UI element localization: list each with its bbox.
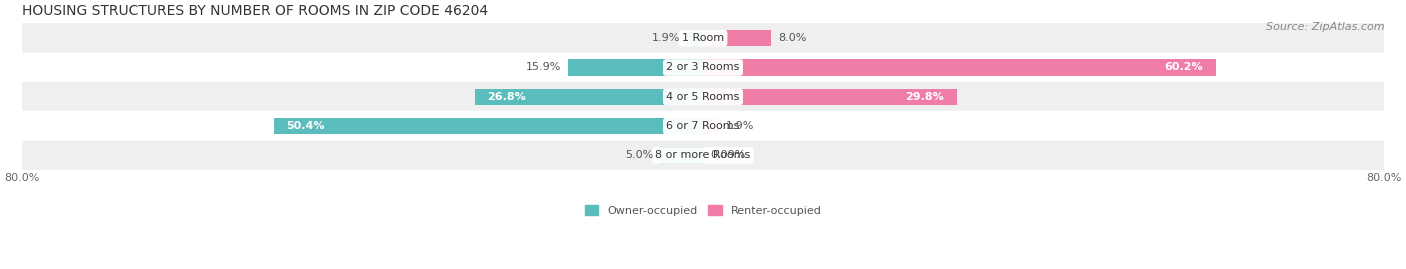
Text: 4 or 5 Rooms: 4 or 5 Rooms: [666, 92, 740, 102]
Bar: [568, 59, 703, 76]
Bar: [686, 30, 703, 46]
Bar: [22, 111, 1384, 141]
Bar: [703, 89, 956, 105]
Bar: [475, 89, 703, 105]
Bar: [703, 59, 1216, 76]
Text: 29.8%: 29.8%: [905, 92, 943, 102]
Bar: [22, 23, 1384, 53]
Text: HOUSING STRUCTURES BY NUMBER OF ROOMS IN ZIP CODE 46204: HOUSING STRUCTURES BY NUMBER OF ROOMS IN…: [22, 4, 488, 18]
Text: Source: ZipAtlas.com: Source: ZipAtlas.com: [1267, 22, 1385, 31]
Text: 26.8%: 26.8%: [488, 92, 526, 102]
Bar: [274, 118, 703, 134]
Bar: [661, 147, 703, 164]
Bar: [22, 82, 1384, 111]
Text: 1 Room: 1 Room: [682, 33, 724, 43]
Text: 60.2%: 60.2%: [1164, 62, 1202, 73]
Text: 2 or 3 Rooms: 2 or 3 Rooms: [666, 62, 740, 73]
Bar: [22, 53, 1384, 82]
Text: 5.0%: 5.0%: [626, 150, 654, 161]
Legend: Owner-occupied, Renter-occupied: Owner-occupied, Renter-occupied: [581, 201, 825, 220]
Text: 8.0%: 8.0%: [778, 33, 806, 43]
Text: 1.9%: 1.9%: [651, 33, 681, 43]
Text: 6 or 7 Rooms: 6 or 7 Rooms: [666, 121, 740, 131]
Bar: [703, 30, 770, 46]
Bar: [703, 118, 720, 134]
Bar: [22, 141, 1384, 170]
Text: 1.9%: 1.9%: [725, 121, 755, 131]
Text: 50.4%: 50.4%: [287, 121, 325, 131]
Text: 15.9%: 15.9%: [526, 62, 561, 73]
Text: 0.09%: 0.09%: [710, 150, 747, 161]
Text: 8 or more Rooms: 8 or more Rooms: [655, 150, 751, 161]
